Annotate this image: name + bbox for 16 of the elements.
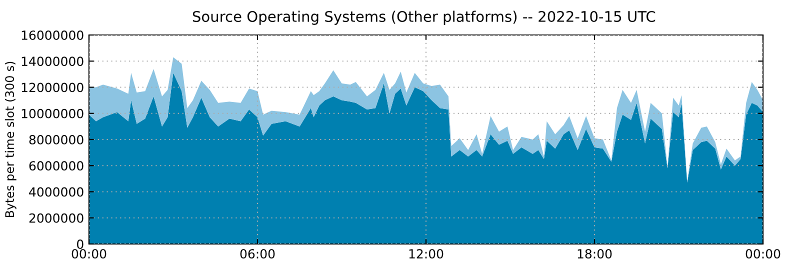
- y-tick-label: 16000000: [22, 30, 84, 40]
- y-tick-label: 14000000: [22, 56, 84, 66]
- x-tick-label: 18:00: [578, 249, 612, 259]
- y-tick-label: 8000000: [29, 134, 84, 144]
- y-tick-label: 2000000: [29, 213, 84, 223]
- y-tick-label: 12000000: [22, 82, 84, 92]
- y-tick-label: 0: [77, 239, 84, 249]
- x-tick-label: 00:00: [72, 249, 106, 259]
- x-tick-label: 00:00: [746, 249, 780, 259]
- x-tick-label: 06:00: [240, 249, 275, 259]
- y-axis-title: Bytes per time slot (300 s): [4, 62, 16, 218]
- y-tick-label: 4000000: [29, 187, 84, 197]
- y-tick-label: 10000000: [22, 108, 84, 118]
- y-tick-label: 6000000: [29, 161, 84, 171]
- x-tick-label: 12:00: [409, 249, 444, 259]
- chart-title: Source Operating Systems (Other platforms) -- 2022-10-15 UTC: [192, 10, 656, 25]
